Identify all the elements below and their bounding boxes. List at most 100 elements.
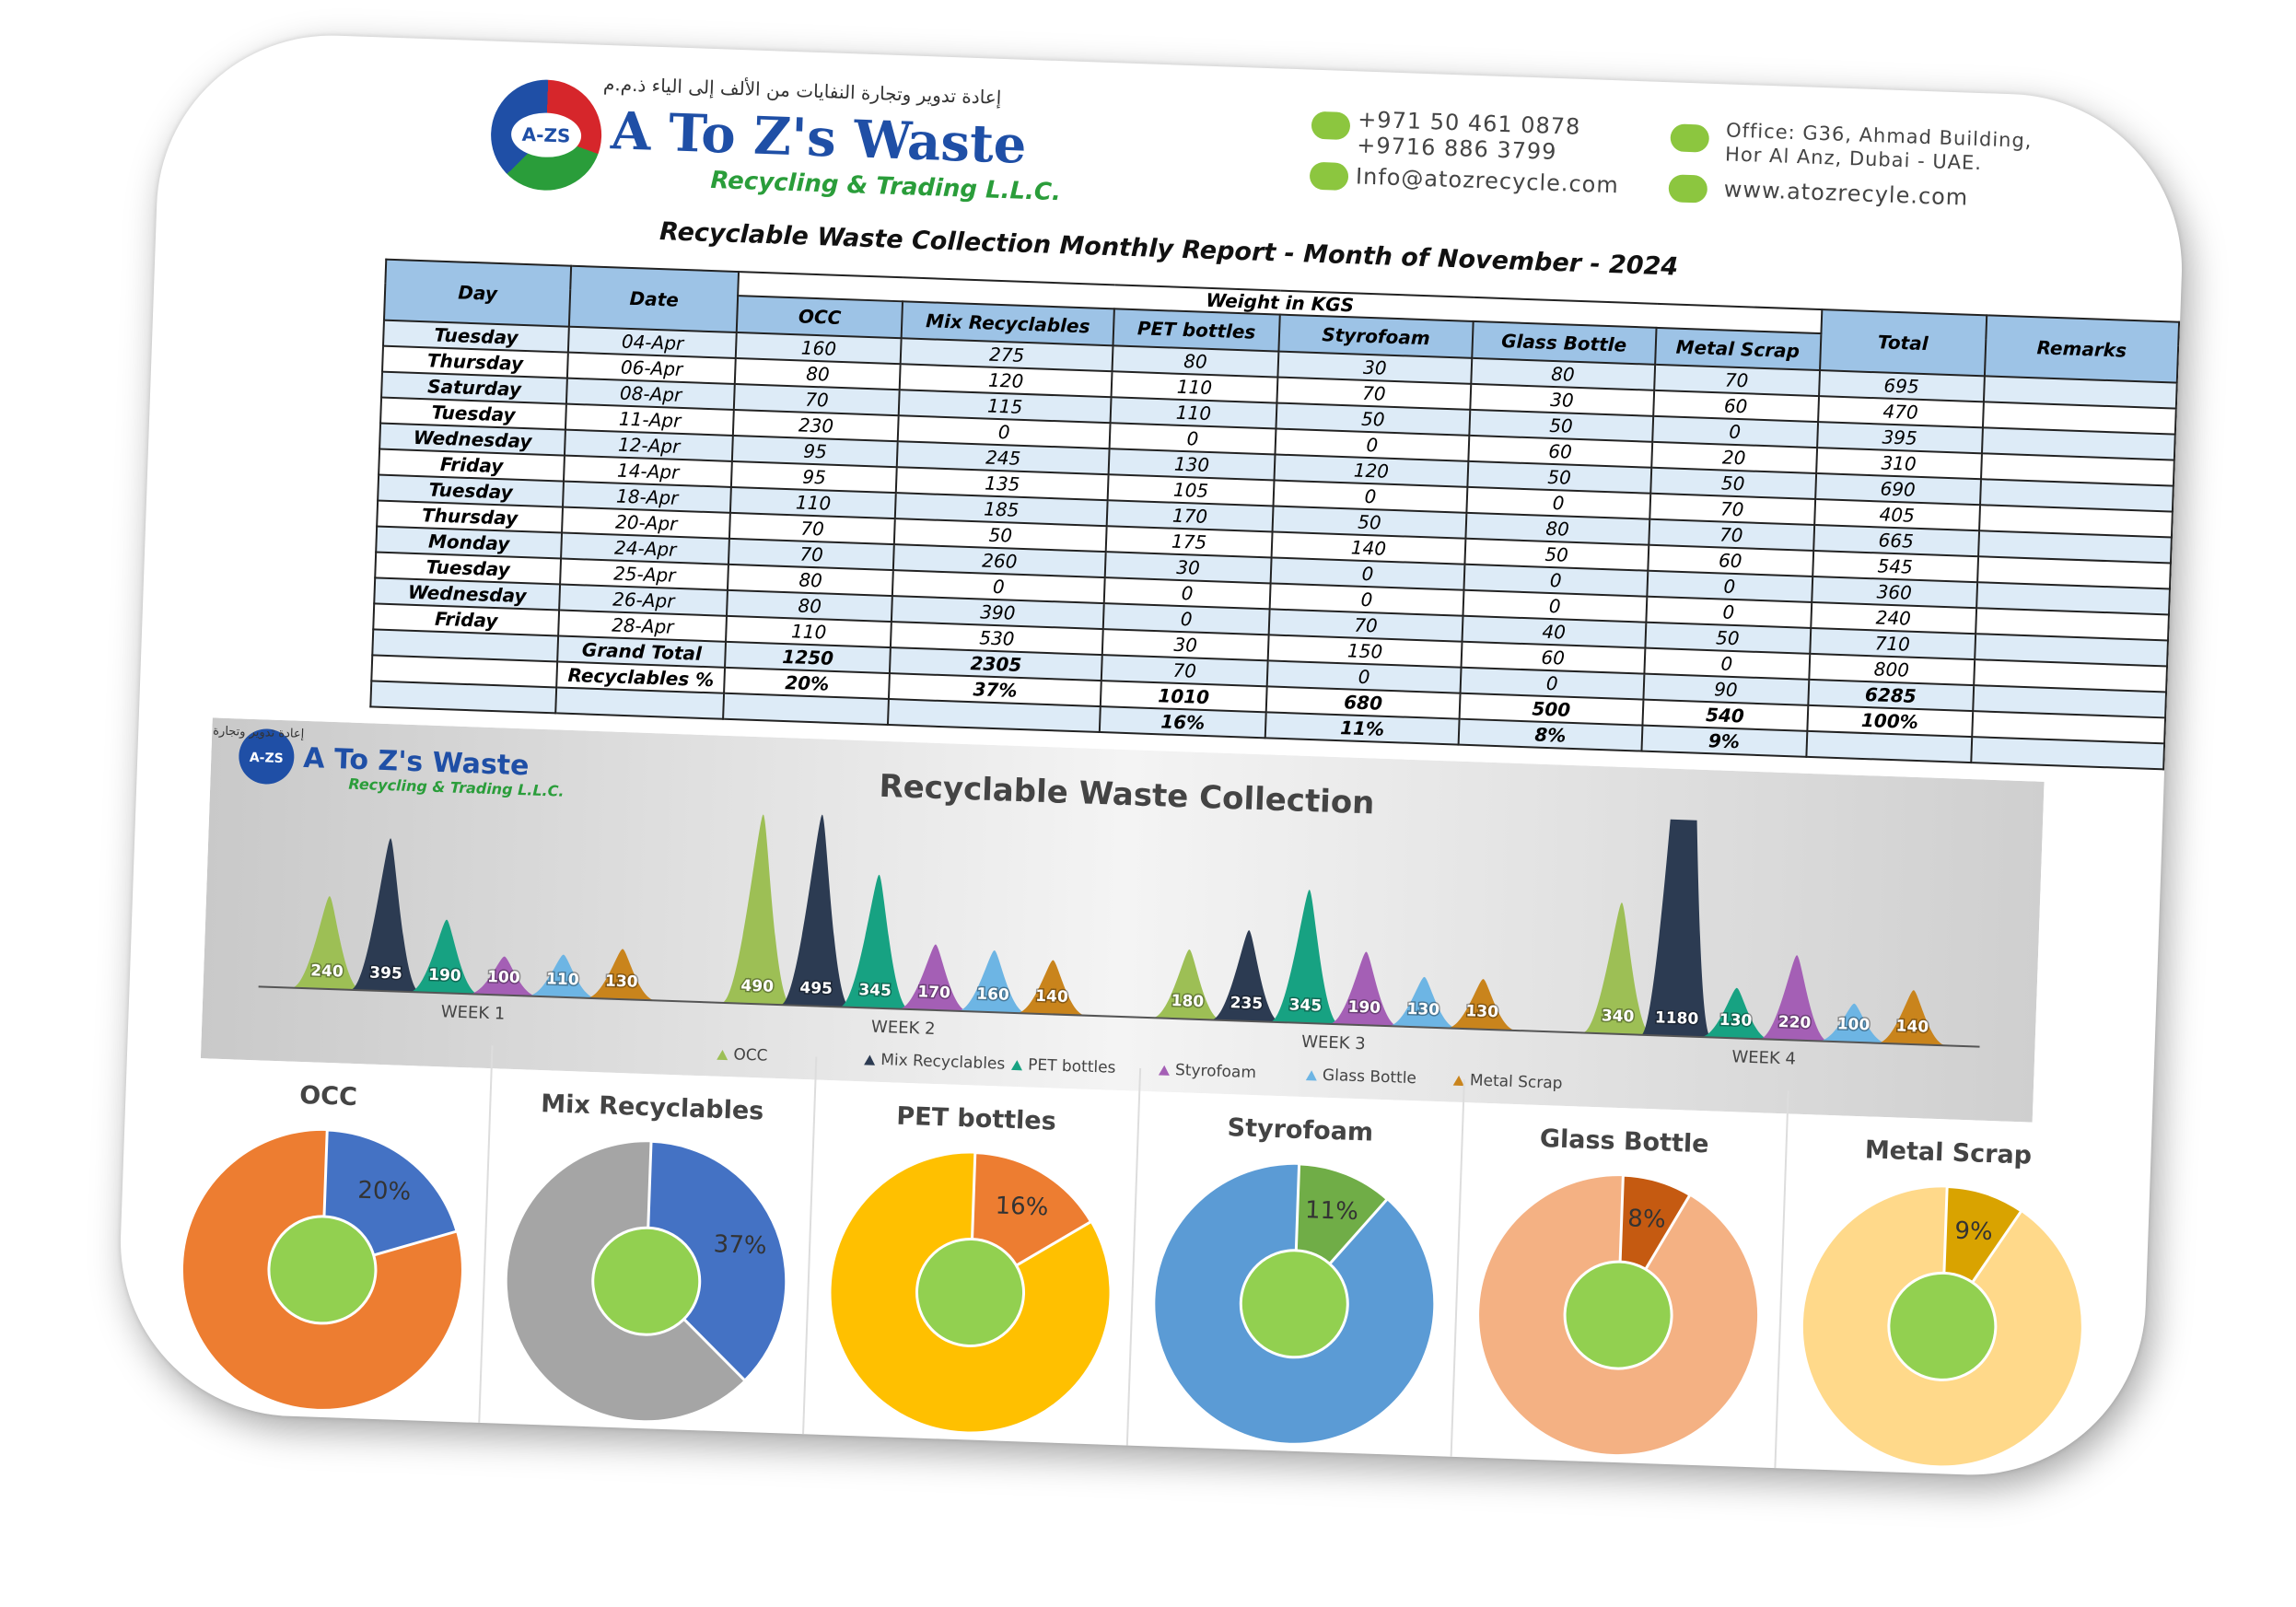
peak: [527, 954, 598, 999]
data-label: 240: [310, 961, 344, 981]
legend-marker: [1158, 1065, 1170, 1076]
table-cell: [1970, 737, 2165, 770]
peak: [586, 949, 657, 1001]
peak: [468, 956, 539, 996]
logo-text: A-ZS: [510, 111, 582, 158]
divider: [1125, 1067, 1142, 1446]
table-cell: [555, 687, 725, 719]
data-label: 160: [976, 985, 1009, 1005]
peak: [1328, 951, 1399, 1027]
peak: [780, 814, 851, 1007]
data-label: 170: [917, 983, 950, 1002]
data-label: 1180: [1655, 1008, 1699, 1029]
peak: [291, 896, 362, 991]
peak: [1699, 987, 1770, 1040]
logo-text: A-ZS: [250, 751, 284, 766]
divider: [1774, 1090, 1789, 1469]
data-label: 495: [799, 979, 833, 998]
data-label: 130: [1406, 1000, 1439, 1019]
peak: [1210, 930, 1281, 1023]
table-cell: [1805, 730, 1972, 763]
logo-mark: [239, 728, 295, 785]
legend-label: PET bottles: [1028, 1056, 1116, 1077]
pie-label: 9%: [1954, 1217, 1993, 1246]
website: www.atozrecyle.com: [1723, 176, 1969, 211]
pie-label: 11%: [1305, 1196, 1359, 1226]
pie-label: 37%: [713, 1230, 767, 1260]
pie-hole: [591, 1226, 702, 1336]
pie-title: Glass Bottle: [1539, 1124, 1709, 1159]
peak: [1817, 1003, 1888, 1044]
pie-title: Mix Recyclables: [541, 1089, 764, 1125]
divider: [1450, 1079, 1465, 1457]
data-label: 345: [1288, 996, 1322, 1015]
pie-hole: [1239, 1249, 1349, 1359]
data-label: 130: [605, 972, 638, 991]
divider: [802, 1056, 818, 1435]
table-cell: 9%: [1640, 725, 1807, 757]
column-header: PET bottles: [1113, 309, 1280, 352]
peak: [957, 949, 1028, 1014]
x-tick-label: WEEK 1: [440, 1002, 505, 1023]
column-header: Date: [569, 265, 740, 333]
email: Info@atozrecycle.com: [1355, 163, 1620, 199]
peak: [1876, 990, 1947, 1046]
legend-label: Styrofoam: [1175, 1061, 1257, 1082]
pie-label: 20%: [357, 1177, 412, 1206]
phone-icon: [1311, 111, 1351, 141]
x-tick-label: WEEK 3: [1301, 1032, 1366, 1054]
peak: [1016, 960, 1087, 1016]
pie-title: PET bottles: [896, 1102, 1056, 1136]
pie-hole: [267, 1215, 378, 1325]
pie-charts: OCC 20% Mix Recyclables 37% PET bottles 16% St…: [181, 1045, 2083, 1469]
legend-marker: [1452, 1075, 1464, 1087]
pie-slice: [645, 1139, 788, 1383]
table-cell: 11%: [1265, 712, 1460, 745]
peak: [839, 874, 910, 1010]
column-header: Glass Bottle: [1472, 320, 1657, 365]
legend-marker: [1305, 1070, 1317, 1081]
peak: [721, 814, 792, 1006]
data-label: 220: [1777, 1013, 1811, 1032]
data-label: 100: [487, 968, 520, 987]
legend-marker: [1010, 1060, 1022, 1071]
legend-label: Mix Recyclables: [880, 1051, 1006, 1074]
company-name: A To Z's Waste: [303, 742, 530, 783]
pie-hole: [915, 1237, 1026, 1347]
x-tick-label: WEEK 2: [871, 1018, 936, 1039]
report-table: Day Date Weight in KGS Total Remarks OCC Mix R…: [369, 259, 2180, 771]
peak: [898, 944, 969, 1012]
peak: [1582, 902, 1652, 1036]
column-header: Day: [383, 259, 572, 327]
peak: [1151, 949, 1222, 1020]
peak: [1387, 976, 1458, 1029]
data-label: 190: [1347, 998, 1381, 1018]
chart-background: [200, 717, 2045, 1123]
peak: [1758, 955, 1829, 1042]
x-tick-label: WEEK 4: [1731, 1047, 1796, 1068]
table-cell: [723, 693, 890, 726]
data-label: 345: [858, 981, 892, 1000]
peak: [350, 838, 421, 993]
column-header: Metal Scrap: [1654, 327, 1822, 371]
data-label: 340: [1602, 1007, 1635, 1026]
logo: A-ZS: [489, 77, 604, 192]
peak: [409, 919, 480, 995]
baseline: [258, 985, 1980, 1048]
table-cell: [370, 681, 557, 714]
pie-hole: [1563, 1260, 1673, 1370]
pie-title: Styrofoam: [1227, 1113, 1373, 1147]
pie-title: OCC: [299, 1081, 358, 1112]
legend-label: Glass Bottle: [1323, 1066, 1417, 1089]
table-cell: 16%: [1099, 706, 1266, 739]
company-name: A To Z's Waste: [610, 100, 1028, 176]
legend-marker: [864, 1054, 876, 1066]
data-label: 100: [1836, 1015, 1870, 1034]
table-cell: 8%: [1458, 718, 1642, 751]
pie-hole: [1887, 1271, 1998, 1381]
data-label: 140: [1035, 987, 1068, 1007]
data-label: 490: [740, 977, 774, 996]
report-card: A-ZS إعادة تدوير وتجارة النفايات من الأل…: [114, 29, 2188, 1481]
peak: [1269, 890, 1340, 1025]
data-label: 130: [1465, 1002, 1498, 1021]
